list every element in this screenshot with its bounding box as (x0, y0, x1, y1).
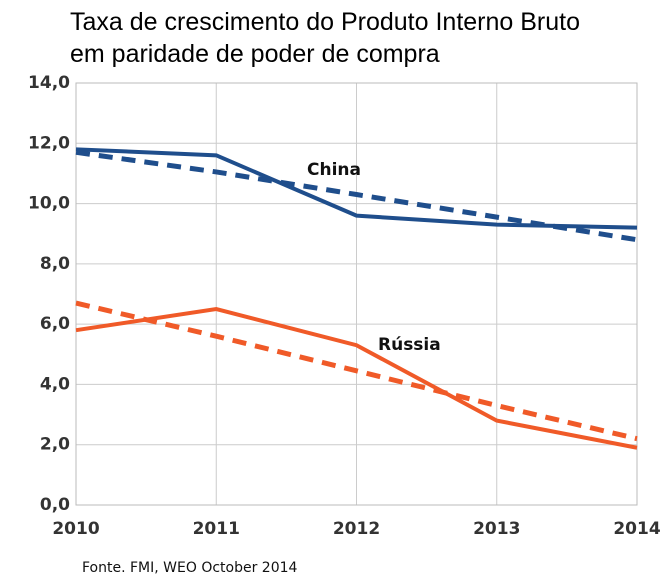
plot-frame (75, 82, 638, 506)
y-tick-label: 4,0 (40, 374, 70, 394)
series-line (75, 307, 638, 450)
x-tick-label: 2014 (613, 519, 660, 539)
x-tick-label: 2010 (52, 519, 99, 539)
y-tick-label: 8,0 (40, 254, 70, 274)
chart-subtitle: em paridade de poder de compra (70, 40, 440, 68)
trend-line (75, 300, 638, 442)
y-tick-label: 6,0 (40, 314, 70, 334)
series-label: China (307, 160, 361, 180)
y-tick-label: 0,0 (40, 495, 70, 515)
source-note: Fonte. FMI, WEO October 2014 (82, 560, 298, 576)
series-label: Rússia (378, 335, 441, 355)
y-tick-label: 12,0 (28, 133, 70, 153)
y-tick-label: 10,0 (28, 194, 70, 214)
y-tick-label: 14,0 (28, 73, 70, 93)
trend-line (75, 149, 638, 243)
x-tick-label: 2012 (333, 519, 380, 539)
y-tick-label: 2,0 (40, 435, 70, 455)
chart-title: Taxa de crescimento do Produto Interno B… (70, 8, 580, 36)
x-tick-label: 2011 (193, 519, 240, 539)
x-tick-label: 2013 (473, 519, 520, 539)
